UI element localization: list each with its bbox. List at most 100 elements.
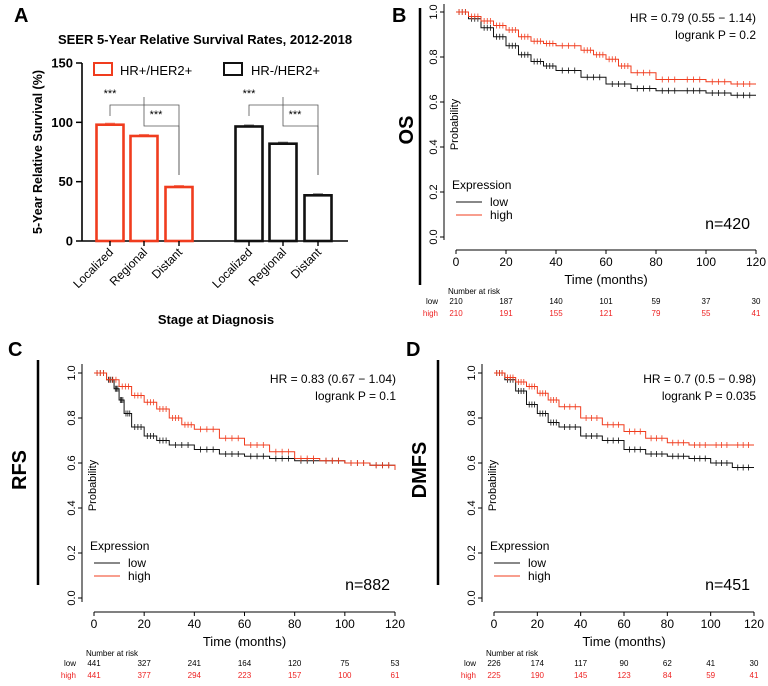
sample-size-text: n=882	[345, 577, 390, 594]
y-axis-label: Probability	[449, 98, 461, 150]
x-tick-label: 80	[661, 617, 675, 631]
risk-count-high: 121	[599, 309, 613, 318]
legend-label-high: high	[490, 208, 513, 222]
legend-label-low: low	[490, 195, 508, 209]
x-tick-label: 20	[499, 255, 513, 269]
logrank-text: logrank P = 0.2	[675, 28, 756, 42]
significance-bracket	[109, 104, 180, 175]
risk-count-low: 164	[238, 659, 252, 668]
risk-count-high: 100	[338, 671, 352, 680]
bar	[303, 194, 333, 243]
y-tick-label: 0.2	[66, 545, 78, 560]
y-axis-label: Probability	[87, 459, 99, 511]
bar-chart-title: SEER 5-Year Relative Survival Rates, 201…	[58, 32, 352, 47]
km-panel-rfs: C RFS 0.0 0.2 0.4 0.6 0.8 1.0 0 20 40 60 80 100 120 Pro…	[8, 339, 405, 680]
risk-count-high: 55	[702, 309, 711, 318]
risk-table-title: Number at risk	[486, 649, 539, 658]
x-tick-label: 80	[649, 255, 663, 269]
risk-count-high: 123	[617, 671, 631, 680]
bar	[268, 142, 298, 243]
risk-count-low: 30	[750, 659, 759, 668]
x-tick-label: 100	[335, 617, 355, 631]
risk-count-low: 210	[449, 297, 463, 306]
risk-row-label-high: high	[461, 671, 476, 680]
y-tick-label: 0.4	[66, 500, 78, 515]
risk-count-high: 294	[188, 671, 202, 680]
legend-title: Expression	[490, 539, 549, 553]
panel-label-a: A	[14, 5, 28, 27]
x-axis-label: Time (months)	[564, 272, 647, 287]
risk-count-low: 140	[549, 297, 563, 306]
legend-title: Expression	[90, 539, 149, 553]
risk-count-high: 223	[238, 671, 252, 680]
x-tick-label: 100	[701, 617, 721, 631]
risk-count-low: 37	[702, 297, 711, 306]
km-curve-low	[494, 372, 754, 468]
y-tick-label: 0.0	[428, 229, 440, 244]
legend-label-hrpos: HR+/HER2+	[120, 63, 192, 78]
logrank-text: logrank P = 0.035	[662, 389, 757, 403]
x-tick-label: 120	[744, 617, 764, 631]
risk-count-high: 210	[449, 309, 463, 318]
risk-row-label-low: low	[426, 297, 438, 306]
risk-count-high: 41	[752, 309, 761, 318]
x-tick-label: Distant	[288, 245, 325, 282]
legend-title: Expression	[452, 178, 511, 192]
x-tick-label: Localized	[209, 245, 255, 291]
legend-label-low: low	[128, 556, 146, 570]
y-tick-label: 50	[59, 174, 73, 189]
bar	[129, 134, 159, 243]
hazard-ratio-text: HR = 0.7 (0.5 − 0.98)	[643, 372, 756, 386]
logrank-text: logrank P = 0.1	[315, 389, 396, 403]
km-panel-os: B OS 0.0 0.2 0.4 0.6 0.8 1.0 0 20 40 60 80 100 120 Prob…	[392, 4, 766, 318]
risk-row-label-low: low	[64, 659, 76, 668]
y-tick-label: 0.2	[466, 545, 478, 560]
risk-count-high: 84	[663, 671, 672, 680]
legend-swatch-hrneg	[223, 62, 243, 76]
y-tick-label: 0.4	[466, 500, 478, 515]
risk-count-low: 120	[288, 659, 302, 668]
legend-label-high: high	[128, 569, 151, 583]
km-curve-low	[456, 11, 756, 96]
x-tick-label: 80	[288, 617, 302, 631]
risk-count-low: 327	[137, 659, 151, 668]
y-tick-label: 0.6	[428, 94, 440, 109]
x-tick-label: 120	[746, 255, 766, 269]
risk-count-low: 90	[620, 659, 629, 668]
km-curve-low	[94, 372, 396, 470]
panel-label-c: C	[8, 339, 22, 361]
side-label: RFS	[9, 450, 31, 490]
risk-row-label-high: high	[423, 309, 438, 318]
risk-count-low: 241	[188, 659, 202, 668]
risk-table-title: Number at risk	[86, 649, 139, 658]
y-tick-label: 0.0	[466, 590, 478, 605]
risk-count-low: 30	[752, 297, 761, 306]
x-tick-label: 0	[453, 255, 460, 269]
x-tick-label: Regional	[107, 245, 150, 288]
risk-count-low: 101	[599, 297, 613, 306]
risk-table-title: Number at risk	[448, 287, 501, 296]
risk-count-low: 174	[531, 659, 545, 668]
hazard-ratio-text: HR = 0.83 (0.67 − 1.04)	[270, 372, 396, 386]
risk-count-low: 117	[574, 659, 587, 668]
risk-count-high: 41	[750, 671, 759, 680]
risk-count-low: 59	[652, 297, 661, 306]
x-axis-label: Time (months)	[203, 634, 286, 649]
y-tick-label: 150	[51, 56, 73, 71]
x-tick-label: Distant	[149, 245, 186, 282]
legend-label-low: low	[528, 556, 546, 570]
x-tick-label: 60	[238, 617, 252, 631]
risk-count-high: 145	[574, 671, 588, 680]
x-tick-label: 60	[617, 617, 631, 631]
bar-y-axis-label: 5-Year Relative Survival (%)	[31, 70, 45, 234]
y-tick-label: 1.0	[66, 365, 78, 380]
risk-count-low: 187	[499, 297, 513, 306]
x-tick-label: 40	[549, 255, 563, 269]
panel-label-b: B	[392, 5, 406, 27]
risk-count-low: 75	[340, 659, 349, 668]
x-tick-label: Localized	[70, 245, 116, 291]
x-tick-label: 60	[599, 255, 613, 269]
x-tick-label: Regional	[246, 245, 289, 288]
significance-bracket	[248, 104, 319, 175]
